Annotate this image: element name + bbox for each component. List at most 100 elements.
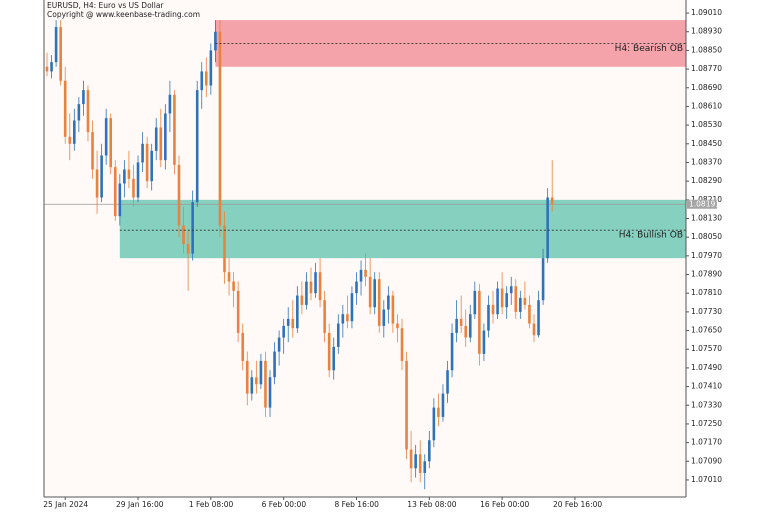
candle-body (45, 66, 49, 72)
candle-body (432, 407, 436, 441)
candle-body (223, 225, 226, 273)
order-block (119, 199, 686, 259)
candle-body (82, 90, 85, 105)
y-tick-label: 1.08290 (691, 176, 722, 185)
y-tick-label: 1.09010 (691, 8, 722, 17)
candle-body (314, 272, 317, 294)
candle-body (336, 323, 340, 347)
last-price-box (687, 199, 717, 209)
candle-body (86, 90, 90, 133)
candle-body (145, 143, 149, 182)
candle-body (409, 449, 413, 469)
y-tick-label: 1.08450 (691, 139, 722, 148)
candle-body (245, 360, 249, 394)
candle-body (514, 286, 518, 312)
candle-body (282, 325, 285, 338)
candle-body (154, 127, 158, 151)
candle-body (259, 360, 263, 385)
candle-body (182, 225, 185, 245)
candle-body (277, 337, 281, 352)
candle-body (209, 50, 213, 86)
y-tick-label: 1.08610 (691, 101, 722, 110)
candle-body (91, 132, 94, 170)
candle-body (355, 281, 358, 294)
candle-body (159, 127, 163, 161)
candle-body (236, 290, 240, 333)
candle-body (532, 323, 536, 336)
candle-body (368, 276, 372, 308)
overlay: H4: Bearish OB H4: Bullish OB (119, 43, 686, 241)
candle-body (300, 295, 304, 305)
y-tick-label: 1.07490 (691, 363, 722, 372)
candle-body (291, 318, 295, 329)
y-tick-label: 1.07010 (691, 475, 722, 484)
candle-body (141, 143, 144, 163)
candle-body (127, 169, 131, 179)
candle-body (387, 295, 390, 310)
candle-body (541, 258, 545, 301)
candle-body (214, 31, 217, 51)
candle-body (464, 325, 468, 338)
y-tick-label: 1.08850 (691, 45, 722, 54)
candle-body (455, 318, 458, 333)
candle-body (63, 80, 67, 137)
candle-body (250, 377, 254, 394)
candle-body (95, 169, 99, 198)
y-tick-label: 1.07730 (691, 307, 722, 316)
candle-body (118, 183, 122, 217)
candle-body (468, 314, 472, 338)
candle-body (195, 90, 199, 203)
candle-body (428, 440, 431, 462)
y-tick-label: 1.07570 (691, 344, 722, 353)
candle-body (73, 120, 76, 144)
y-tick-label: 1.07090 (691, 456, 722, 465)
candle-body (59, 27, 62, 81)
candle-body (100, 155, 103, 198)
candles (45, 20, 554, 490)
x-tick-label: 25 Jan 2024 (43, 500, 88, 509)
candle-body (136, 162, 140, 198)
candle-body (359, 269, 363, 282)
candle-body (546, 197, 549, 259)
y-tick-label: 1.07330 (691, 400, 722, 409)
x-tick-label: 6 Feb 00:00 (262, 500, 307, 509)
last-price-label: 1.08191 (689, 199, 720, 208)
candle-body (109, 118, 113, 168)
candle-body (218, 31, 222, 226)
candle-body (382, 309, 386, 326)
candle-body (414, 454, 417, 469)
candle-body (537, 300, 540, 336)
candle-body (478, 290, 481, 354)
candle-body (373, 279, 376, 308)
candle-body (441, 393, 445, 417)
candle-body (450, 332, 454, 371)
candle-body (168, 94, 172, 114)
candle-body (241, 332, 245, 361)
candle-body (177, 164, 181, 226)
x-tick-label: 8 Feb 16:00 (334, 500, 379, 509)
candle-body (341, 314, 345, 324)
candle-body (113, 167, 117, 217)
x-tick-label: 16 Feb 00:00 (480, 500, 529, 509)
y-tick-label: 1.08050 (691, 232, 722, 241)
candle-body (268, 377, 272, 408)
candle-body (405, 360, 408, 450)
candle-body (391, 295, 395, 324)
y-tick-label: 1.07810 (691, 288, 722, 297)
x-tick-label: 13 Feb 08:00 (407, 500, 456, 509)
candle-body (305, 281, 308, 305)
candle-body (364, 269, 367, 277)
candle-body (50, 62, 53, 72)
candle-body (273, 351, 276, 378)
candle-body (346, 314, 349, 322)
candle-body (164, 113, 167, 161)
candle-body (123, 169, 126, 184)
candle-body (200, 71, 204, 91)
y-tick-label: 1.07250 (691, 419, 722, 428)
candle-body (296, 295, 299, 329)
candle-body (309, 281, 313, 294)
y-tick-label: 1.08130 (691, 214, 722, 223)
candle-body (423, 461, 427, 473)
order-block-label: H4: Bullish OB (619, 231, 683, 241)
